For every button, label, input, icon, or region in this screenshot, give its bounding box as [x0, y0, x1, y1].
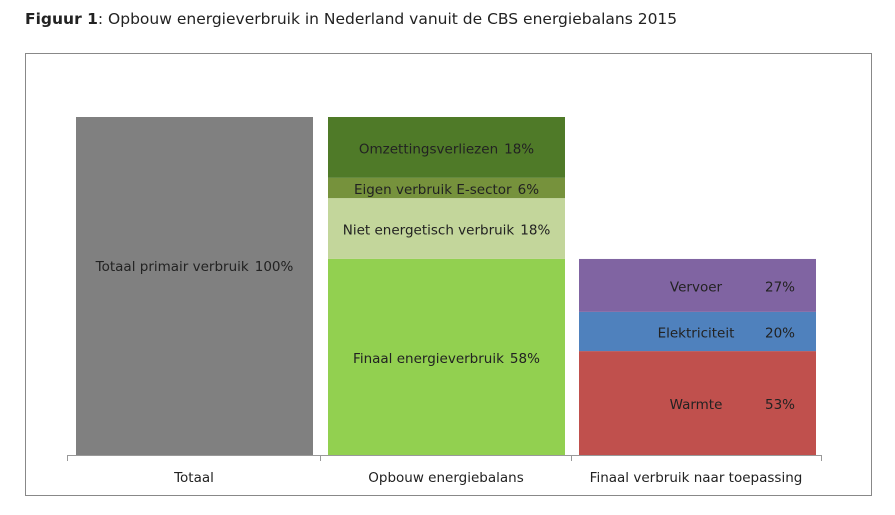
segment-name: Eigen verbruik E-sector [354, 182, 512, 198]
segment-value-label: 58% [510, 351, 540, 367]
segment-label: Eigen verbruik E-sector 6% [354, 182, 539, 198]
segment-value-label: 6% [518, 182, 540, 198]
figure-label: Figuur 1 [25, 10, 98, 28]
bar-segment [579, 311, 816, 352]
segment-value-label: 27% [765, 279, 795, 295]
title-text: : Opbouw energieverbruik in Nederland va… [98, 10, 677, 28]
bar-segment [328, 177, 565, 199]
segment-value-label: 18% [504, 141, 534, 157]
segment-label: Niet energetisch verbruik 18% [343, 223, 551, 239]
x-tick-label: Finaal verbruik naar toepassing [590, 470, 803, 486]
segment-name: Totaal primair verbruik [95, 259, 249, 275]
segment-value-label: 100% [255, 259, 294, 275]
segment-name: Omzettingsverliezen [359, 141, 498, 157]
segment-value-label: 18% [520, 223, 550, 239]
bar-segment [328, 117, 565, 178]
segment-name: Finaal energieverbruik [353, 351, 504, 367]
segment-value-label: 20% [765, 325, 795, 341]
segment-name: Niet energetisch verbruik [343, 223, 515, 239]
segment-value-label: 53% [765, 397, 795, 413]
segment-label: Finaal energieverbruik 58% [353, 351, 540, 367]
segment-name: Vervoer [670, 279, 723, 295]
bar-segment [328, 258, 565, 455]
bar-segment [579, 351, 816, 455]
bar-segment [328, 198, 565, 259]
segment-label: Totaal primair verbruik 100% [95, 259, 294, 275]
segment-label: Omzettingsverliezen 18% [359, 141, 534, 157]
chart-frame [25, 53, 872, 496]
bar-segment [579, 258, 816, 312]
segment-name: Elektriciteit [658, 325, 735, 341]
x-tick-label: Opbouw energiebalans [368, 470, 523, 486]
segment-name: Warmte [670, 397, 723, 413]
bar-segment [76, 117, 313, 455]
x-tick-label: Totaal [173, 470, 214, 486]
chart-title: Figuur 1: Opbouw energieverbruik in Nede… [25, 10, 677, 28]
